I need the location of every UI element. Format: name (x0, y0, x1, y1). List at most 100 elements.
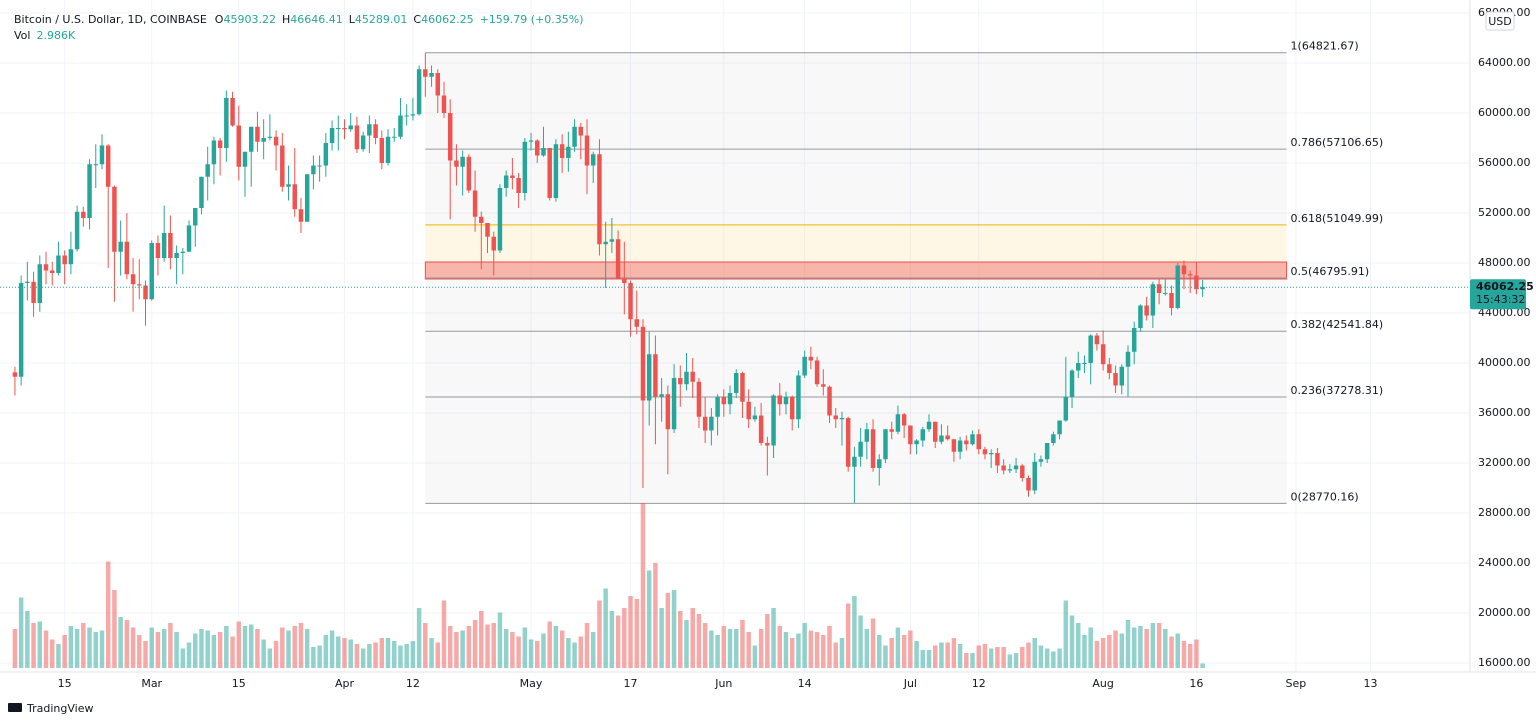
candle-body (379, 138, 385, 163)
x-tick-label: 12 (406, 677, 420, 690)
volume-bar (870, 618, 876, 668)
volume-bar (472, 620, 478, 668)
volume-bar (833, 642, 838, 668)
candle-body (659, 394, 664, 397)
candle-body (392, 136, 397, 138)
candle-body (149, 243, 154, 300)
candles (12, 52, 1205, 503)
candle-body (18, 283, 24, 377)
volume-bar (1113, 630, 1118, 668)
volume-bar (1032, 638, 1037, 668)
volume-bar (74, 629, 80, 668)
legend-key: C (413, 13, 421, 26)
volume-bar (646, 570, 652, 668)
volume-bar (367, 644, 372, 668)
volume-bar (479, 611, 484, 668)
candle-body (590, 154, 596, 166)
volume-bar (298, 623, 304, 668)
candle-body (914, 440, 919, 445)
volume-bar (329, 630, 335, 668)
candle-body (920, 429, 926, 441)
candle-body (143, 285, 148, 300)
candle-body (814, 360, 820, 385)
volume-bar (615, 615, 621, 668)
y-tick-label: 48000.00 (1478, 256, 1531, 269)
y-tick-label: 40000.00 (1478, 356, 1531, 369)
fib-label: 0.618(51049.99) (1291, 212, 1384, 225)
volume-bar (342, 638, 347, 668)
volume-bar (105, 561, 111, 668)
candle-body (1187, 274, 1193, 276)
candle-body (578, 126, 584, 136)
candle-body (1044, 443, 1050, 460)
candle-body (1100, 344, 1106, 365)
candle-body (1150, 284, 1156, 316)
fib-retracement: 1(64821.67) 0.786(57106.65) 0.618(51049.99… (424, 40, 1384, 504)
volume-bar (423, 623, 428, 668)
candle-body (995, 453, 1000, 466)
candle-body (81, 211, 86, 218)
volume-bar (696, 614, 702, 668)
candle-body (354, 125, 360, 150)
volume-bar (535, 641, 540, 668)
volume-bar (777, 626, 783, 668)
candle-body (988, 453, 994, 455)
volume-legend: Vol 2.986K (14, 29, 76, 42)
volume-bar (360, 648, 366, 668)
candle-body (62, 255, 67, 265)
volume-bar (995, 647, 1000, 668)
x-tick-label: Aug (1092, 677, 1113, 690)
candle-body (485, 223, 490, 237)
candle-body (416, 69, 422, 115)
candle-body (12, 372, 18, 377)
candle-body (939, 435, 944, 442)
volume-bar (137, 635, 142, 668)
candle-body (771, 395, 776, 446)
volume-bar (522, 627, 528, 668)
volume-bar (1163, 629, 1168, 668)
fib-label: 1(64821.67) (1291, 40, 1359, 53)
candle-body (342, 128, 347, 130)
candle-body (311, 165, 316, 175)
candle-body (497, 188, 503, 251)
volume-bar (68, 626, 74, 668)
candle-body (1007, 469, 1013, 471)
candle-body (957, 440, 963, 452)
candle-body (1194, 275, 1199, 290)
volume-bar (528, 639, 534, 668)
candle-body (205, 164, 210, 177)
candle-body (99, 145, 105, 165)
y-tick-label: 60000.00 (1478, 106, 1531, 119)
volume-bar (261, 639, 266, 668)
candle-body (932, 421, 938, 442)
volume-bar (578, 636, 584, 668)
candle-body (883, 429, 888, 460)
candle-body (398, 115, 403, 137)
candle-body (777, 395, 783, 405)
volume-bar (217, 632, 223, 668)
candle-body (224, 98, 229, 148)
volume-bar (49, 639, 55, 668)
volume-bar (56, 644, 61, 668)
candle-body (174, 253, 179, 258)
candle-body (105, 145, 111, 187)
candle-body (336, 128, 341, 129)
candle-body (199, 176, 204, 208)
volume-bar (1088, 627, 1093, 668)
volume-bar (982, 644, 988, 668)
candle-body (951, 439, 957, 452)
candle-body (68, 249, 74, 265)
candle-body (665, 394, 671, 430)
volume-bar (908, 630, 913, 668)
currency-box[interactable] (1485, 11, 1515, 31)
candle-body (765, 443, 770, 446)
candle-body (460, 156, 465, 167)
volume-bar (1181, 641, 1187, 668)
candle-body (447, 113, 453, 161)
candle-body (180, 251, 186, 253)
fib-label: 0.5(46795.91) (1291, 265, 1370, 278)
volume-bar (970, 653, 975, 668)
volume-bar (460, 630, 465, 668)
candle-body (1088, 335, 1093, 363)
volume-bar (671, 590, 677, 668)
